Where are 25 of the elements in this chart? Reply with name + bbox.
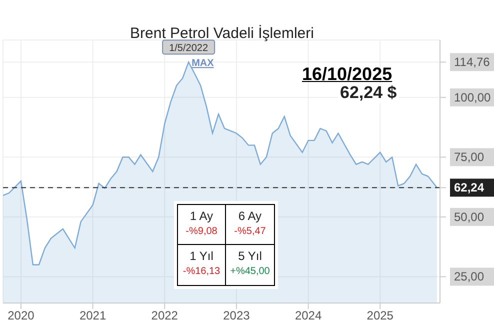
x-tick-label: 2020 [8, 308, 35, 323]
annotation: 1 Yıl [188, 249, 214, 263]
annotation: 16/10/2025 [302, 64, 392, 85]
annotation: 1 Ay [188, 209, 214, 223]
annotation: 6 Ay [237, 209, 263, 223]
annotation: 5 Yıl [237, 249, 263, 263]
y-tick-label: 25,00 [454, 270, 484, 284]
x-tick-label: 2025 [366, 308, 394, 323]
annotation: MAX [192, 58, 214, 70]
annotation: -%16,13 [182, 266, 222, 277]
annotation: -%5,47 [233, 226, 267, 237]
y-tick-label: 100,00 [454, 90, 492, 104]
y-tick-label: 50,00 [454, 210, 484, 224]
annotation: -%9,08 [184, 226, 218, 237]
annotation: 1/5/2022 [169, 43, 208, 54]
y-tick-label: 75,00 [454, 150, 484, 164]
x-tick-label: 2024 [294, 308, 322, 323]
x-tick-label: 2022 [151, 308, 178, 323]
y-tick-label: 62,24 [454, 180, 484, 195]
chart-title: Brent Petrol Vadeli İşlemleri [129, 25, 315, 42]
x-tick-label: 2023 [223, 308, 250, 323]
annotation: +%45,00 [229, 266, 271, 277]
y-tick-label: 114,76 [454, 55, 490, 70]
x-tick-label: 2021 [79, 308, 106, 323]
annotation: 62,24 $ [338, 83, 399, 103]
